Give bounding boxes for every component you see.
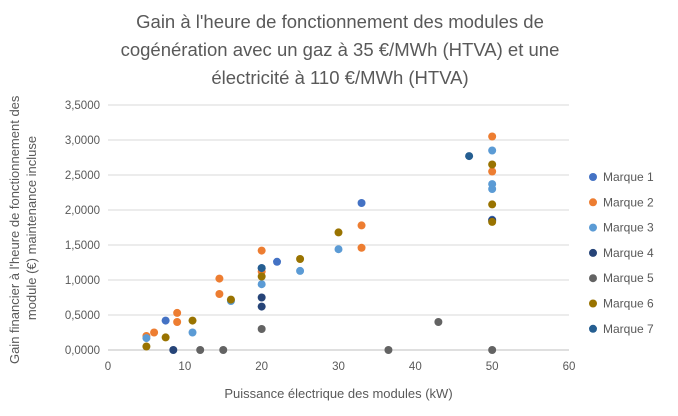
data-point	[357, 221, 366, 230]
data-point	[296, 266, 305, 275]
gridlines	[108, 104, 569, 316]
data-point	[257, 272, 266, 281]
series-marque-6	[142, 160, 497, 351]
data-point	[161, 316, 170, 325]
legend-marker	[589, 274, 597, 283]
legend-label: Marque 4	[603, 246, 654, 260]
series-marque-2	[142, 132, 497, 340]
data-point	[257, 246, 266, 255]
legend-marker	[589, 173, 597, 181]
legend-item: Marque 4	[589, 246, 654, 260]
legend-marker	[589, 299, 597, 308]
data-point	[488, 346, 497, 354]
data-point	[173, 318, 182, 326]
data-point	[357, 199, 366, 207]
series-marque-4	[169, 216, 497, 354]
data-point	[488, 185, 497, 193]
chart-title-line-3: électricité à 110 €/MWh (HTVA)	[211, 67, 469, 88]
data-point	[296, 255, 305, 263]
x-tick-label: 30	[332, 361, 345, 373]
series-marque-7	[257, 152, 474, 273]
legend-item: Marque 6	[589, 297, 654, 311]
data-point	[488, 217, 497, 226]
data-point	[219, 346, 228, 354]
series-marque-3	[142, 146, 497, 343]
data-point	[142, 342, 151, 351]
data-point	[384, 346, 393, 354]
data-point	[188, 328, 197, 337]
data-point	[488, 167, 497, 176]
data-point	[188, 316, 197, 325]
x-axis-title: Puissance électrique des modules (kW)	[224, 386, 452, 401]
legend-label: Marque 7	[603, 322, 654, 336]
legend-marker	[589, 248, 597, 257]
legend-label: Marque 3	[603, 221, 654, 235]
x-tick-label: 60	[563, 361, 576, 373]
legend-item: Marque 3	[589, 221, 654, 235]
y-tick-label: 0,0000	[65, 345, 100, 357]
legend-marker	[589, 324, 597, 333]
data-point	[161, 333, 170, 342]
legend-item: Marque 2	[589, 195, 654, 209]
y-axis-ticks: 0,0000 0,5000 1,0000 1,5000 2,0000 2,5000 3,00…	[65, 100, 100, 357]
legend: Marque 1 Marque 2 Marque 3 Marque 4 Marque 5…	[589, 170, 654, 336]
legend-label: Marque 2	[603, 195, 654, 209]
series-marque-5	[196, 318, 497, 354]
data-point	[215, 274, 224, 283]
data-point	[334, 245, 343, 254]
legend-marker	[589, 223, 597, 232]
legend-item: Marque 7	[589, 322, 654, 336]
y-tick-label: 3,5000	[65, 100, 100, 112]
data-point	[488, 146, 497, 155]
y-axis-title: Gain financier à l'heure de fonctionneme…	[7, 92, 39, 364]
y-tick-label: 3,0000	[65, 135, 100, 147]
x-tick-label: 20	[255, 361, 268, 373]
legend-marker	[589, 198, 597, 207]
chart-title-line-1: Gain à l'heure de fonctionnement des mod…	[136, 11, 544, 32]
data-point	[488, 160, 497, 169]
y-tick-label: 0,5000	[65, 310, 100, 322]
legend-label: Marque 5	[603, 271, 654, 285]
data-point	[257, 325, 266, 333]
data-point	[257, 302, 266, 311]
x-tick-label: 10	[178, 361, 191, 373]
data-point	[173, 308, 182, 317]
x-tick-label: 50	[486, 361, 499, 373]
series-marque-1	[161, 199, 497, 325]
chart-title: Gain à l'heure de fonctionnement des mod…	[60, 8, 620, 92]
data-point	[257, 264, 266, 273]
data-point	[257, 280, 266, 289]
y-tick-label: 1,0000	[65, 275, 100, 287]
data-point	[488, 132, 497, 141]
data-point	[357, 243, 366, 252]
legend-label: Marque 1	[603, 170, 654, 184]
data-point	[196, 346, 205, 354]
y-tick-label: 2,5000	[65, 170, 100, 182]
data-point	[150, 328, 159, 337]
data-point	[465, 152, 474, 161]
x-tick-label: 0	[105, 361, 111, 373]
data-point	[215, 290, 224, 298]
data-point	[334, 228, 343, 237]
data-point	[257, 293, 266, 302]
data-point	[273, 257, 282, 266]
data-point	[226, 295, 235, 304]
x-axis-ticks: 0 10 20 30 40 50 60	[105, 361, 576, 373]
y-tick-label: 1,5000	[65, 240, 100, 252]
chart-title-line-2: cogénération avec un gaz à 35 €/MWh (HTV…	[120, 39, 560, 60]
legend-label: Marque 6	[603, 297, 654, 311]
data-points	[142, 132, 497, 354]
y-axis-title-line-2: module (€) maintenance incluse	[24, 136, 39, 320]
legend-item: Marque 1	[589, 170, 654, 184]
data-point	[434, 318, 443, 326]
legend-item: Marque 5	[589, 271, 654, 285]
x-tick-label: 40	[409, 361, 422, 373]
y-axis-title-line-1: Gain financier à l'heure de fonctionneme…	[7, 95, 22, 364]
data-point	[488, 200, 497, 209]
data-point	[169, 346, 178, 354]
data-point	[142, 334, 151, 343]
y-tick-label: 2,0000	[65, 205, 100, 217]
